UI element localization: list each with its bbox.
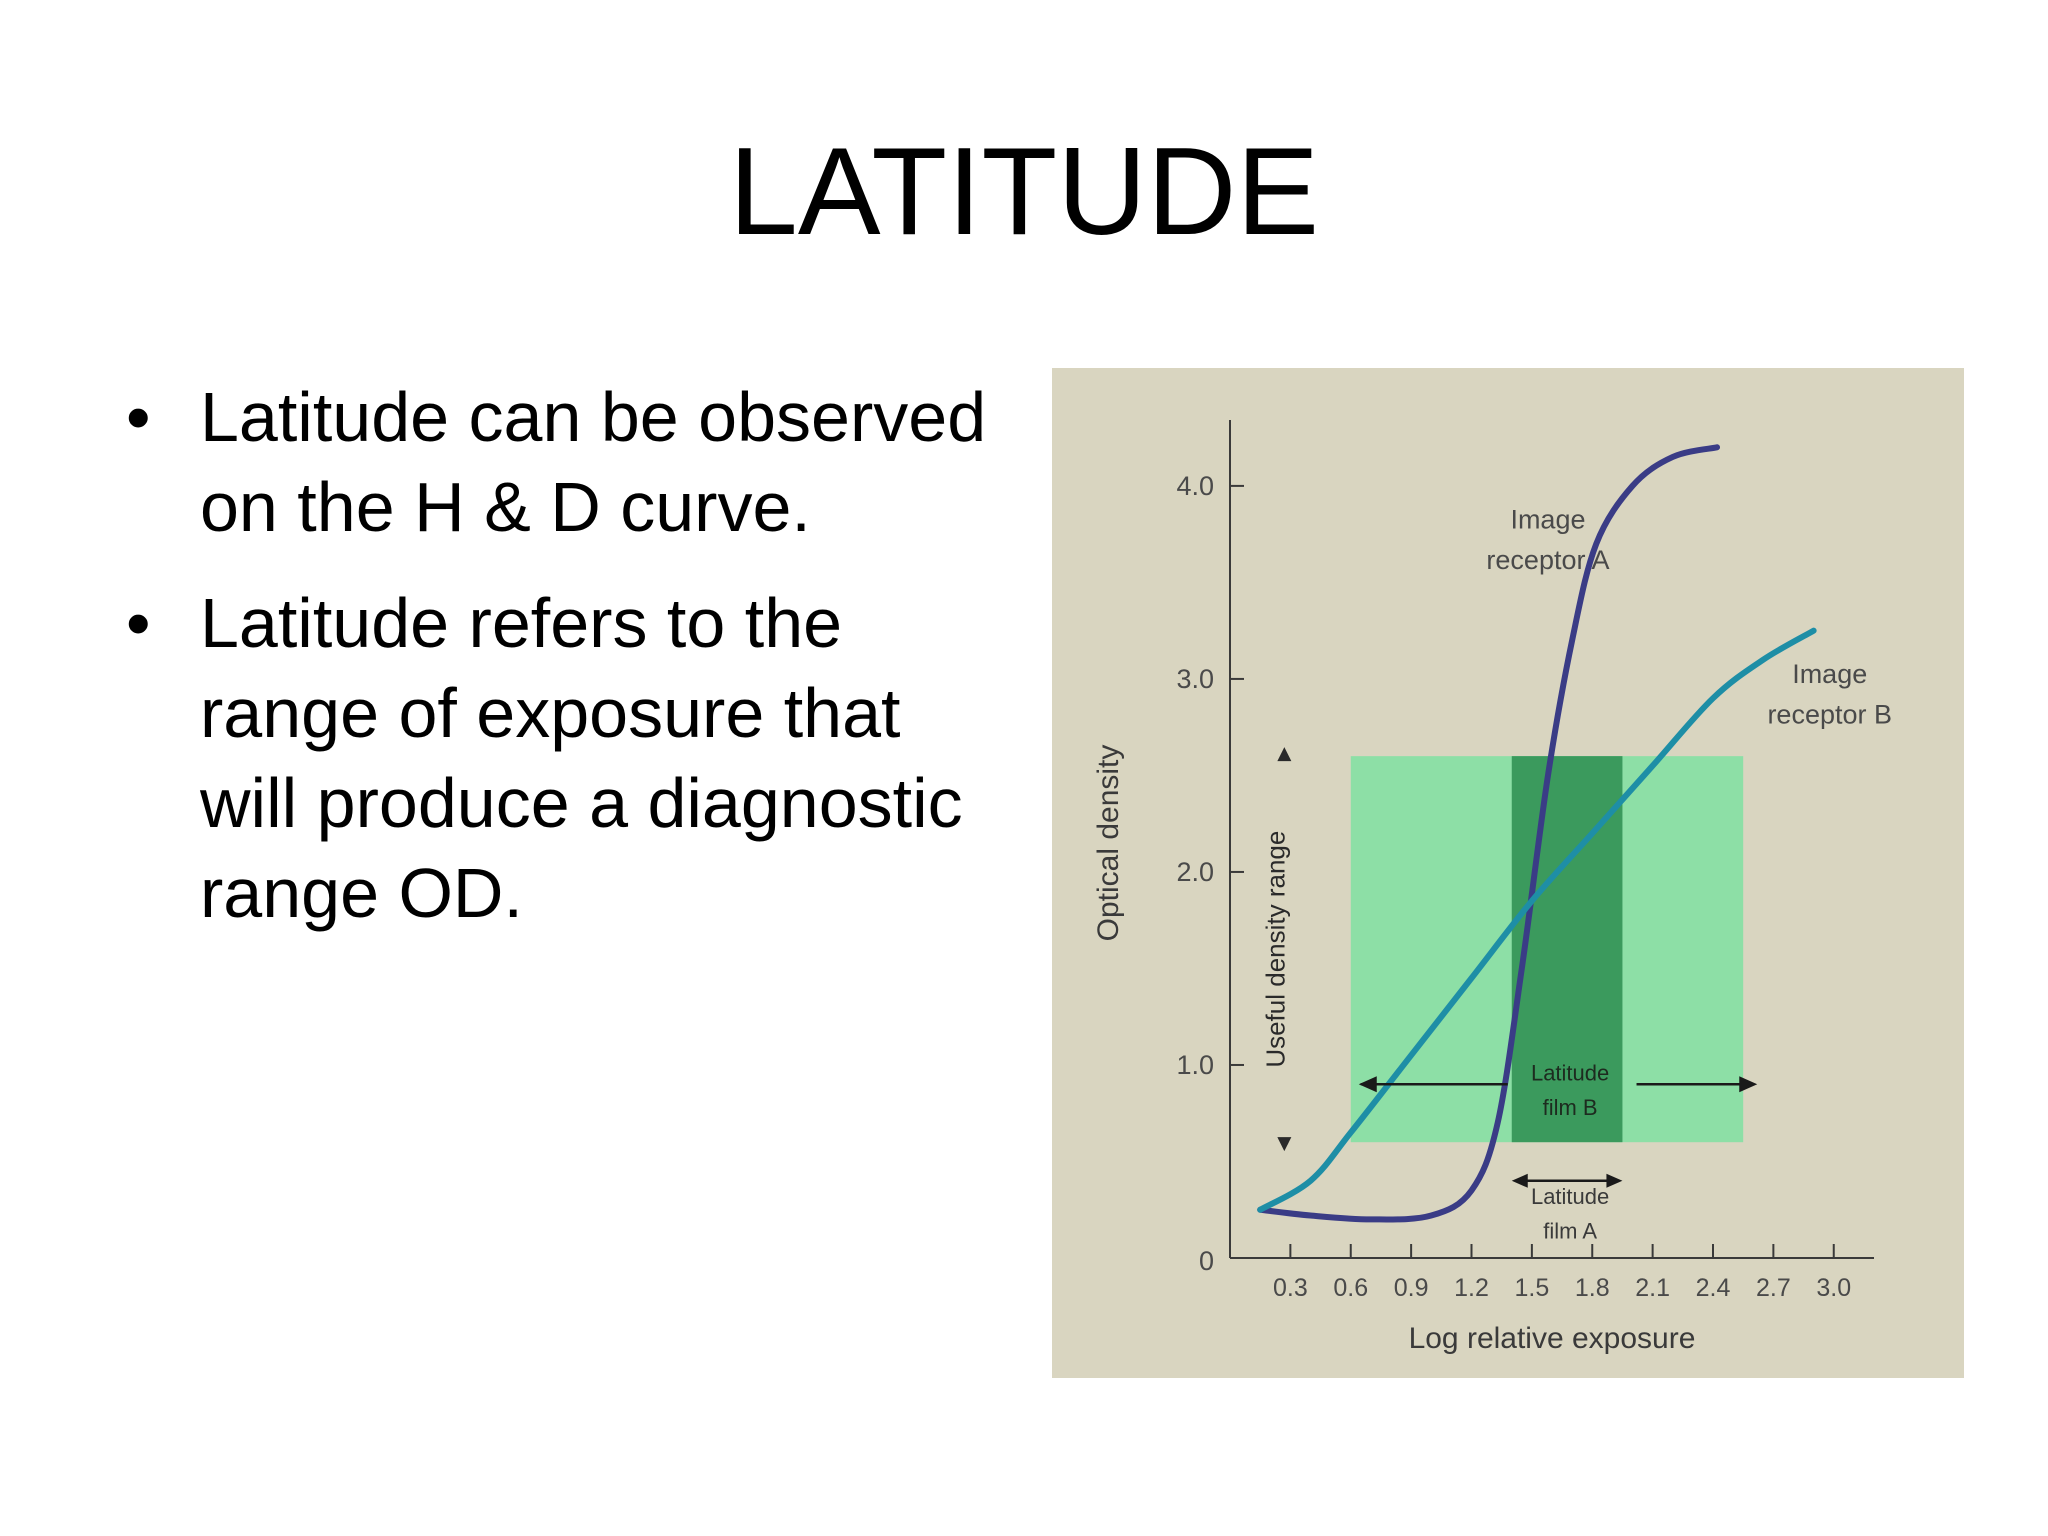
- y-tick-label: 1.0: [1176, 1050, 1214, 1080]
- receptor-b-label: receptor B: [1767, 699, 1892, 729]
- bullet-item: • Latitude refers to the range of exposur…: [118, 578, 998, 938]
- y-axis-label: Optical density: [1092, 745, 1125, 942]
- hd-curve-figure: 0 1.0 2.0 3.0 4.0 0.3 0.6 0.9 1.2 1.5 1.8 2.1 2.4 2.7…: [1052, 368, 1964, 1378]
- bullet-text: Latitude can be observed on the H & D cu…: [200, 378, 987, 546]
- y-tick-label: 2.0: [1176, 857, 1214, 887]
- x-tick-label: 2.7: [1756, 1274, 1791, 1302]
- bullet-dot: •: [126, 584, 151, 662]
- latitude-a-label: Latitude: [1531, 1184, 1609, 1209]
- y-tick-label: 4.0: [1176, 471, 1214, 501]
- x-tick-label: 1.8: [1575, 1274, 1610, 1302]
- bullet-item: • Latitude can be observed on the H & D c…: [118, 372, 998, 552]
- x-tick-label: 1.5: [1514, 1274, 1549, 1302]
- receptor-a-label: Image: [1510, 504, 1585, 534]
- latitude-b-label: Latitude: [1531, 1060, 1609, 1085]
- x-tick-label: 3.0: [1816, 1274, 1851, 1302]
- x-tick-label: 0.9: [1394, 1274, 1429, 1302]
- latitude-a-arrowhead-left: [1511, 1173, 1528, 1188]
- x-axis-label: Log relative exposure: [1409, 1322, 1696, 1355]
- receptor-a-curve: [1257, 444, 1721, 1223]
- receptor-b-curve: [1257, 627, 1817, 1213]
- latitude-a-arrowhead-right: [1606, 1173, 1623, 1188]
- useful-density-arrow-down: [1277, 1137, 1292, 1152]
- latitude-b-arrowhead-right: [1739, 1076, 1758, 1093]
- receptor-a-label: receptor A: [1486, 545, 1609, 575]
- bullet-dot: •: [126, 378, 151, 456]
- useful-density-arrow-up: [1277, 747, 1292, 762]
- bullet-list: • Latitude can be observed on the H & D c…: [118, 372, 998, 964]
- latitude-a-label: film A: [1543, 1219, 1597, 1244]
- useful-density-range-label: Useful density range: [1260, 831, 1290, 1068]
- x-tick-label: 1.2: [1454, 1274, 1489, 1302]
- hd-curve-chart: 0 1.0 2.0 3.0 4.0 0.3 0.6 0.9 1.2 1.5 1.8 2.1 2.4 2.7…: [1052, 368, 1964, 1378]
- y-tick-label: 3.0: [1176, 664, 1214, 694]
- receptor-b-label: Image: [1792, 659, 1867, 689]
- x-tick-label: 0.6: [1333, 1274, 1368, 1302]
- x-tick-label: 2.4: [1696, 1274, 1731, 1302]
- slide-title: LATITUDE: [728, 123, 1320, 261]
- y-tick-label: 0: [1199, 1246, 1214, 1276]
- latitude-b-arrowhead-left: [1358, 1076, 1377, 1093]
- x-tick-label: 0.3: [1273, 1274, 1308, 1302]
- x-tick-label: 2.1: [1635, 1274, 1670, 1302]
- latitude-b-label: film B: [1543, 1095, 1598, 1120]
- bullet-text: Latitude refers to the range of exposure…: [200, 584, 963, 932]
